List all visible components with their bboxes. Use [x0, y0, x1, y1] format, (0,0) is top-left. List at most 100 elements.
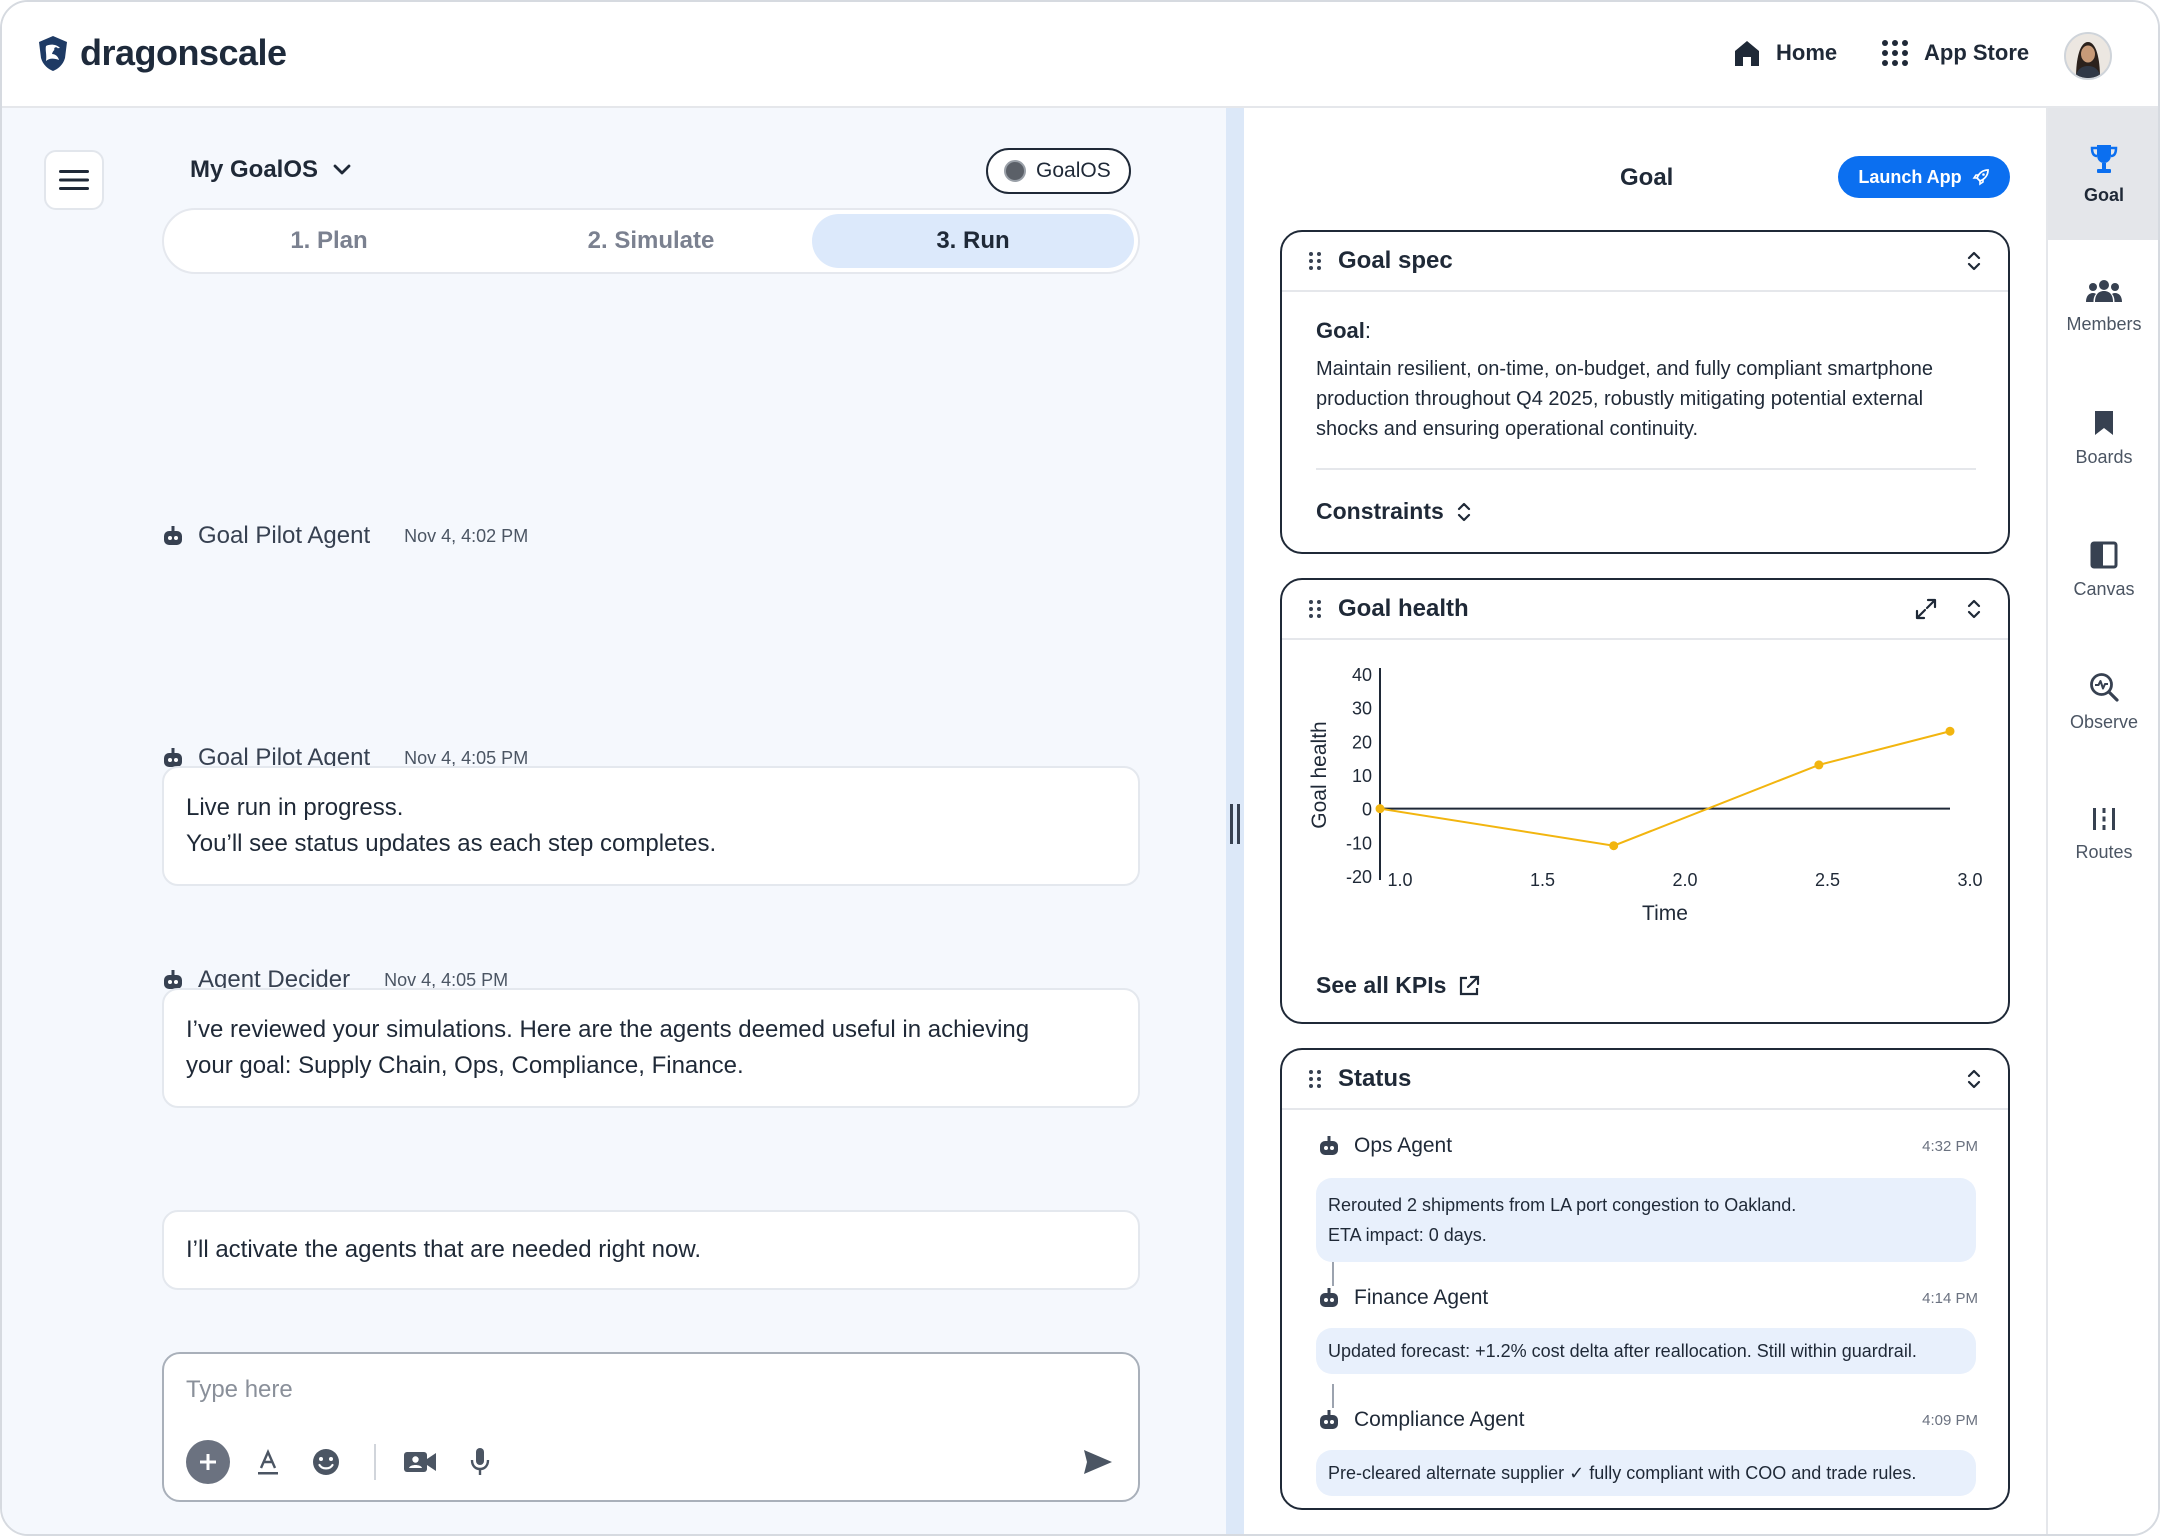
drag-handle-icon[interactable]	[1308, 1069, 1322, 1089]
expand-button[interactable]	[1912, 595, 1940, 623]
brand-name: dragonscale	[80, 32, 287, 73]
bookmark-icon	[2095, 410, 2113, 435]
y-tick-label: -20	[1346, 867, 1372, 887]
y-tick-label: -10	[1346, 833, 1372, 853]
agent-name: Goal Pilot Agent	[198, 522, 371, 549]
status-message: Pre-cleared alternate supplier ✓ fully c…	[1316, 1450, 1976, 1496]
rail-label: Boards	[2075, 446, 2133, 467]
constraints-label: Constraints	[1316, 498, 1444, 524]
status-time: 4:09 PM	[1922, 1411, 1978, 1429]
drag-handle-icon[interactable]	[1308, 599, 1322, 619]
chevron-up-down-icon	[1967, 1069, 1981, 1089]
routes-icon	[2093, 807, 2115, 830]
data-point	[1814, 760, 1824, 770]
user-avatar[interactable]	[2064, 32, 2112, 80]
goal-health-card: Goal health 40 30 20 10 0 -10 -20 1.0 1.5 2.0 2.5 3…	[1280, 578, 2010, 1024]
tab-plan[interactable]: 1. Plan	[290, 227, 368, 254]
menu-button[interactable]	[44, 150, 104, 210]
message-line: Live run in progress.	[186, 794, 404, 821]
emoji-button[interactable]	[304, 1440, 348, 1484]
y-tick-label: 0	[1362, 800, 1372, 820]
message-composer	[162, 1352, 1140, 1502]
launch-app-label: Launch App	[1858, 166, 1962, 187]
workspace-name: My GoalOS	[190, 156, 319, 183]
video-button[interactable]	[398, 1440, 442, 1484]
rail-item-goal[interactable]: Goal	[2048, 108, 2158, 240]
text-format-button[interactable]	[246, 1440, 290, 1484]
goalos-pill[interactable]: GoalOS	[986, 148, 1131, 194]
observe-icon	[2090, 672, 2119, 702]
robot-icon	[1320, 1288, 1338, 1307]
brand-logo[interactable]: dragonscale	[36, 32, 287, 74]
status-line: Rerouted 2 shipments from LA port conges…	[1328, 1195, 1797, 1215]
goal-panel: Goal Launch App Goal spec	[1244, 108, 2046, 1534]
rail-item-boards[interactable]: Boards	[2048, 372, 2158, 504]
pane-splitter[interactable]	[1226, 108, 1244, 1534]
collapse-toggle[interactable]	[1960, 247, 1988, 275]
see-all-kpis-link[interactable]: See all KPIs	[1316, 972, 1480, 999]
message-bubble: I’ve reviewed your simulations. Here are…	[162, 988, 1140, 1108]
external-link-icon	[1460, 975, 1480, 995]
x-tick-label: 1.0	[1387, 870, 1412, 890]
y-tick-label: 30	[1352, 699, 1372, 719]
drag-handle-icon[interactable]	[1308, 251, 1322, 271]
chevron-up-down-icon	[1967, 251, 1981, 271]
goal-label: Goal:	[1316, 318, 1372, 343]
nav-home[interactable]: Home	[1732, 38, 1837, 68]
trophy-icon	[2090, 144, 2118, 173]
chevron-down-icon	[333, 164, 351, 175]
message-line: I’ll activate the agents that are needed…	[186, 1236, 702, 1263]
rail-item-observe[interactable]: Observe	[2048, 636, 2158, 768]
rocket-icon	[1972, 169, 1989, 186]
status-card: Status Ops Agent 4:32 PM	[1280, 1048, 2010, 1510]
data-point	[1375, 804, 1385, 814]
tab-simulate[interactable]: 2. Simulate	[587, 227, 715, 254]
message-time: Nov 4, 4:02 PM	[404, 525, 529, 546]
launch-app-button[interactable]: Launch App	[1838, 156, 2010, 198]
goalos-avatar-icon	[1004, 160, 1026, 182]
workspace-select[interactable]: My GoalOS	[190, 156, 352, 184]
data-point	[1945, 726, 1955, 736]
collapse-toggle[interactable]	[1960, 1065, 1988, 1093]
goal-label-text: Goal	[1316, 318, 1365, 343]
rail-label: Routes	[2075, 841, 2133, 862]
x-tick-label: 2.5	[1815, 870, 1840, 890]
hamburger-icon	[59, 170, 89, 190]
rail-item-members[interactable]: Members	[2048, 240, 2158, 372]
collapse-toggle[interactable]	[1960, 595, 1988, 623]
card-header: Goal spec	[1282, 232, 2008, 292]
status-time: 4:14 PM	[1922, 1289, 1978, 1307]
rail-item-routes[interactable]: Routes	[2048, 768, 2158, 900]
send-button[interactable]	[1076, 1440, 1120, 1484]
x-tick-label: 3.0	[1957, 870, 1982, 890]
rail-label: Goal	[2083, 184, 2124, 205]
rail-item-canvas[interactable]: Canvas	[2048, 504, 2158, 636]
message-time: Nov 4, 4:05 PM	[384, 969, 509, 990]
members-icon	[2086, 279, 2122, 302]
message-input[interactable]	[186, 1376, 1086, 1404]
add-attachment-button[interactable]	[186, 1440, 230, 1484]
video-camera-icon	[404, 1452, 436, 1472]
rail-label: Observe	[2069, 711, 2139, 732]
side-rail: Goal Members Boards Canvas	[2046, 108, 2158, 1534]
rail-label: Canvas	[2073, 578, 2135, 599]
message-header: Goal Pilot Agent Nov 4, 4:02 PM	[162, 522, 528, 550]
status-item-header: Ops Agent 4:32 PM	[1318, 1134, 1978, 1158]
message-bubble: I’ll activate the agents that are needed…	[162, 1210, 1140, 1290]
status-item-header: Compliance Agent 4:09 PM	[1318, 1408, 1978, 1432]
message-line: You’ll see status updates as each step c…	[186, 830, 717, 857]
nav-app-store[interactable]: App Store	[1880, 38, 2029, 68]
constraints-toggle[interactable]: Constraints	[1316, 498, 1472, 525]
status-time: 4:32 PM	[1922, 1137, 1978, 1155]
see-all-kpis-label: See all KPIs	[1316, 972, 1447, 998]
robot-icon	[164, 748, 182, 767]
chevron-up-down-icon	[1967, 599, 1981, 619]
message-line: I’ve reviewed your simulations. Here are…	[186, 1016, 1030, 1043]
top-bar: dragonscale Home App Store	[2, 2, 2158, 108]
goal-text: Maintain resilient, on-time, on-budget, …	[1316, 358, 1933, 440]
card-title: Goal health	[1338, 595, 1469, 622]
voice-button[interactable]	[458, 1440, 502, 1484]
timeline-connector	[1332, 1384, 1334, 1408]
tab-run[interactable]: 3. Run	[812, 214, 1134, 268]
grid-dots-icon	[1882, 40, 1908, 66]
